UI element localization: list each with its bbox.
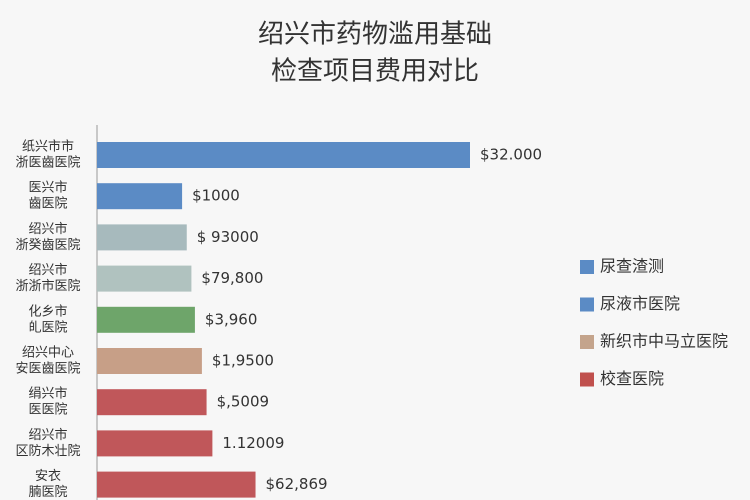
y-tick-label: 浙浙市医院 — [15, 278, 80, 294]
y-tick-label: 齒医院 — [28, 197, 67, 212]
bar — [97, 306, 195, 333]
bar — [97, 142, 470, 168]
bar — [97, 471, 256, 498]
y-tick-label: 癿医院 — [28, 320, 67, 335]
y-tick-label: 化乡市 — [28, 303, 67, 319]
legend-swatch — [580, 260, 594, 274]
bar — [97, 224, 187, 251]
bar — [97, 265, 192, 292]
y-tick-label: 安医齒医院 — [15, 362, 80, 377]
y-tick-label: 腩医院 — [28, 485, 67, 500]
y-tick-label: 绢兴市 — [28, 386, 67, 402]
y-tick-label: 浙癸齒医院 — [15, 238, 80, 253]
bar-label: $,5009 — [217, 393, 270, 411]
legend-label: 新织市中马立医院 — [600, 332, 728, 351]
bar-label: $3,960 — [205, 310, 258, 328]
legend-swatch — [580, 297, 594, 312]
y-tick-label: 绍兴中心 — [22, 346, 74, 361]
bar-label: $1,9500 — [212, 352, 274, 370]
y-tick-label: 纸兴市市 — [22, 139, 74, 155]
y-tick-label: 安衣 — [35, 468, 61, 484]
chart-title: 检查项目费用对比 — [271, 57, 479, 87]
bar-label: $ 93000 — [197, 228, 259, 246]
y-tick-label: 绍兴市 — [28, 221, 67, 237]
y-tick-label: 绍兴市 — [28, 262, 67, 278]
y-tick-label: 浙医齒医院 — [15, 156, 80, 171]
legend-label: 校查医院 — [600, 369, 664, 388]
y-tick-label: 医兴市 — [28, 180, 67, 196]
bar-label: 1.12009 — [222, 434, 284, 452]
chart-title: 绍兴市药物滥用基础 — [258, 20, 492, 50]
legend-label: 尿液市医院 — [600, 294, 680, 313]
y-tick-label: 医医院 — [28, 403, 67, 418]
legend-swatch — [580, 372, 594, 387]
bar — [97, 183, 183, 210]
bar — [97, 430, 213, 457]
y-tick-label: 绍兴市 — [28, 427, 67, 443]
y-tick-label: 区防木壮院 — [15, 443, 80, 459]
bar-label: $1000 — [192, 187, 240, 205]
bar — [97, 389, 207, 416]
bar-label: $79,800 — [201, 269, 263, 287]
legend-label: 尿查渣测 — [600, 257, 664, 276]
bar-label: $62,869 — [266, 475, 328, 493]
bar — [97, 348, 202, 374]
legend-swatch — [580, 335, 594, 349]
bar-label: $32.000 — [480, 146, 542, 164]
